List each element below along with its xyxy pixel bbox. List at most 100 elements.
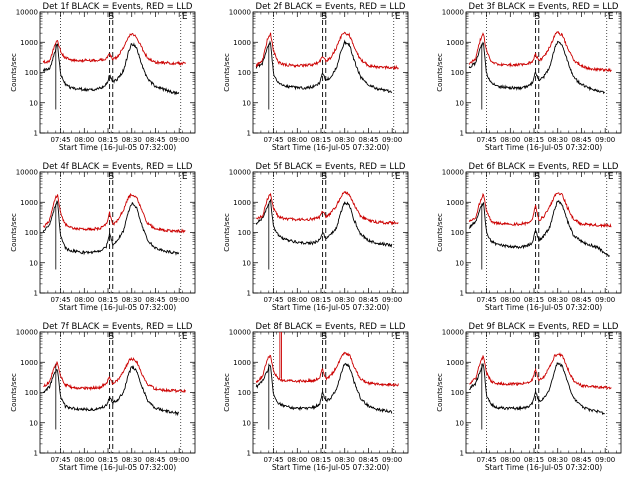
x-tick-label: 08:15 bbox=[98, 296, 118, 304]
events-series-line bbox=[42, 200, 180, 256]
y-tick-label: 100 bbox=[25, 389, 38, 397]
chart-title: Det 8f BLACK = Events, RED = LLD bbox=[256, 322, 406, 332]
x-tick-label: 07:45 bbox=[476, 456, 496, 464]
x-axis-label: Start Time (16-Jul-05 07:32:00) bbox=[485, 463, 602, 472]
y-tick-label: 1 bbox=[460, 290, 464, 298]
lld-series-line bbox=[255, 31, 399, 71]
y-tick-label: 100 bbox=[25, 229, 38, 237]
events-series-line bbox=[468, 199, 610, 258]
detector-panel: Det 6f BLACK = Events, RED = LLD 1 10 100 10… bbox=[426, 160, 639, 320]
lld-series-line bbox=[255, 190, 399, 226]
y-tick-label: 10000 bbox=[442, 329, 464, 337]
x-tick-label: 08:00 bbox=[74, 296, 94, 304]
y-axis-label: Counts/sec bbox=[436, 213, 444, 252]
x-axis-label: Start Time (16-Jul-05 07:32:00) bbox=[485, 303, 602, 312]
detector-chart: Det 6f BLACK = Events, RED = LLD 1 10 100 10… bbox=[436, 162, 622, 312]
y-tick-label: 100 bbox=[238, 389, 251, 397]
lld-series-line bbox=[42, 192, 186, 234]
y-tick-label: 1000 bbox=[20, 39, 38, 47]
y-tick-label: 10 bbox=[242, 99, 251, 107]
start-marker: S bbox=[321, 332, 327, 342]
y-tick-label: 1000 bbox=[233, 199, 251, 207]
detector-panel: Det 4f BLACK = Events, RED = LLD 1 10 100 10… bbox=[0, 160, 213, 320]
x-tick-label: 08:30 bbox=[122, 296, 142, 304]
x-tick-label: 07:45 bbox=[476, 136, 496, 144]
lld-series-line bbox=[469, 352, 612, 390]
y-tick-label: 10000 bbox=[229, 329, 251, 337]
end-marker: E bbox=[608, 172, 614, 182]
end-marker: E bbox=[395, 172, 401, 182]
x-tick-label: 08:45 bbox=[358, 136, 378, 144]
events-series-line bbox=[43, 365, 180, 417]
detector-panel: Det 7f BLACK = Events, RED = LLD 1 10 100 10… bbox=[0, 320, 213, 480]
y-tick-label: 100 bbox=[451, 389, 464, 397]
x-tick-label: 08:30 bbox=[548, 296, 568, 304]
x-tick-label: 08:15 bbox=[311, 136, 331, 144]
x-tick-label: 08:15 bbox=[524, 456, 544, 464]
x-tick-label: 08:30 bbox=[548, 456, 568, 464]
y-tick-label: 1 bbox=[34, 450, 38, 458]
y-tick-label: 10000 bbox=[229, 169, 251, 177]
y-tick-label: 1000 bbox=[233, 39, 251, 47]
y-tick-label: 10 bbox=[29, 259, 38, 267]
detector-panel: Det 9f BLACK = Events, RED = LLD 1 10 100 10… bbox=[426, 320, 639, 480]
y-tick-label: 100 bbox=[451, 69, 464, 77]
plot-frame bbox=[39, 331, 196, 454]
x-tick-label: 08:00 bbox=[74, 456, 94, 464]
detector-chart: Det 3f BLACK = Events, RED = LLD 1 10 100 10… bbox=[436, 2, 622, 152]
y-axis-label: Counts/sec bbox=[10, 53, 18, 92]
x-tick-label: 08:45 bbox=[358, 456, 378, 464]
x-tick-label: 07:45 bbox=[263, 296, 283, 304]
x-tick-label: 08:45 bbox=[145, 136, 165, 144]
y-tick-label: 1000 bbox=[446, 359, 464, 367]
detector-chart: Det 9f BLACK = Events, RED = LLD 1 10 100 10… bbox=[436, 322, 622, 472]
x-tick-label: 08:15 bbox=[524, 296, 544, 304]
end-marker: E bbox=[608, 332, 614, 342]
chart-title: Det 5f BLACK = Events, RED = LLD bbox=[256, 162, 406, 172]
chart-title: Det 3f BLACK = Events, RED = LLD bbox=[469, 2, 619, 12]
detector-panel: Det 2f BLACK = Events, RED = LLD 1 10 100 10… bbox=[213, 0, 426, 160]
x-tick-label: 08:00 bbox=[500, 136, 520, 144]
x-tick-label: 07:45 bbox=[263, 456, 283, 464]
x-tick-label: 08:00 bbox=[287, 296, 307, 304]
y-tick-label: 10 bbox=[29, 419, 38, 427]
x-tick-label: 09:00 bbox=[595, 136, 615, 144]
plot-frame bbox=[465, 171, 622, 294]
x-tick-label: 09:00 bbox=[595, 296, 615, 304]
y-axis-label: Counts/sec bbox=[10, 373, 18, 412]
x-tick-label: 08:30 bbox=[548, 136, 568, 144]
y-tick-label: 1 bbox=[34, 130, 38, 138]
lld-series-line bbox=[255, 351, 399, 387]
plot-frame bbox=[39, 171, 196, 294]
detector-chart: Det 4f BLACK = Events, RED = LLD 1 10 100 10… bbox=[10, 162, 196, 312]
x-tick-label: 07:45 bbox=[50, 136, 70, 144]
y-tick-label: 10 bbox=[455, 419, 464, 427]
y-axis-label: Counts/sec bbox=[436, 53, 444, 92]
y-tick-label: 1000 bbox=[233, 359, 251, 367]
lld-series-line bbox=[43, 356, 186, 394]
y-tick-label: 10000 bbox=[16, 9, 38, 17]
y-tick-label: 1 bbox=[34, 290, 38, 298]
y-axis-label: Counts/sec bbox=[10, 213, 18, 252]
x-tick-label: 08:00 bbox=[287, 456, 307, 464]
lld-series-line bbox=[468, 31, 612, 73]
y-tick-label: 1 bbox=[460, 130, 464, 138]
y-tick-label: 10000 bbox=[442, 169, 464, 177]
events-series-line bbox=[42, 42, 180, 96]
plot-frame bbox=[465, 11, 622, 134]
x-tick-label: 08:45 bbox=[571, 456, 591, 464]
x-tick-label: 07:45 bbox=[50, 296, 70, 304]
y-axis-label: Counts/sec bbox=[223, 53, 231, 92]
plot-frame bbox=[465, 331, 622, 454]
y-tick-label: 1 bbox=[247, 130, 251, 138]
y-axis-label: Counts/sec bbox=[223, 213, 231, 252]
x-tick-label: 09:00 bbox=[382, 296, 402, 304]
x-tick-label: 08:00 bbox=[500, 296, 520, 304]
x-tick-label: 08:45 bbox=[571, 136, 591, 144]
events-series-line bbox=[255, 362, 393, 414]
y-axis-label: Counts/sec bbox=[223, 373, 231, 412]
x-tick-label: 09:00 bbox=[595, 456, 615, 464]
x-tick-label: 08:00 bbox=[287, 136, 307, 144]
x-axis-label: Start Time (16-Jul-05 07:32:00) bbox=[272, 143, 389, 152]
detector-panel: Det 8f BLACK = Events, RED = LLD 1 10 100 10… bbox=[213, 320, 426, 480]
